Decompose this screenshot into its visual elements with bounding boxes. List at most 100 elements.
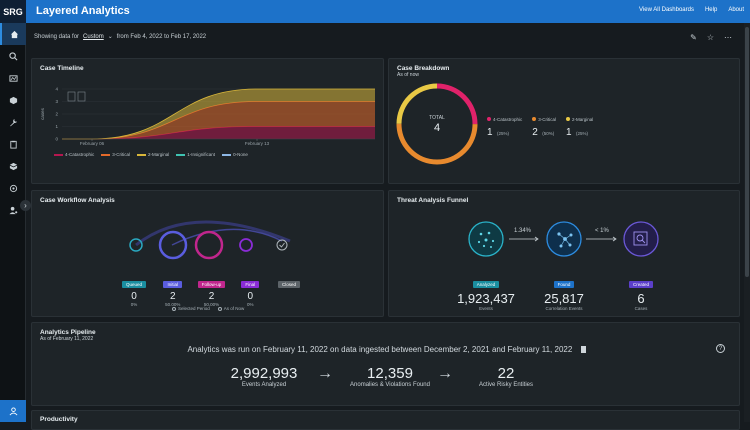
top-bar: SRG Layered Analytics View All Dashboard… <box>0 0 750 23</box>
workflow-stage-final[interactable]: Final 0 0% <box>235 273 265 307</box>
sidebar-item-users[interactable] <box>0 199 26 221</box>
more-options-icon[interactable]: ⋯ <box>724 33 732 42</box>
workflow-node-queued[interactable] <box>129 238 143 252</box>
x-tick-label: February 06 <box>80 141 105 146</box>
pipeline-step-entities: 22 Active Risky Entities <box>478 365 533 388</box>
scrollbar-thumb[interactable] <box>745 27 749 277</box>
breakdown-item-marginal[interactable]: 2-Marginal 1 (25%) <box>566 117 594 138</box>
filter-prefix: Showing data for <box>34 33 80 40</box>
sidebar <box>0 23 26 422</box>
panel-title: Case Timeline <box>40 65 84 72</box>
case-donut-chart <box>396 83 478 165</box>
area-series-2-marginal <box>62 89 375 139</box>
workflow-node-closed[interactable] <box>276 239 288 251</box>
legend-item-none[interactable]: 0-None <box>222 152 248 157</box>
y-tick-label: 4 <box>55 87 58 92</box>
sidebar-item-dashboards[interactable] <box>0 67 26 89</box>
page-scrollbar[interactable] <box>744 23 750 422</box>
panel-title: Threat Analysis Funnel <box>397 197 469 204</box>
panel-title: Case Breakdown <box>397 65 450 72</box>
help-link[interactable]: Help <box>704 7 718 13</box>
arrow-right-icon: → <box>317 365 333 382</box>
about-link[interactable]: About <box>728 7 744 13</box>
box-icon <box>9 162 17 170</box>
panel-title: Case Workflow Analysis <box>40 197 115 204</box>
cube-icon <box>9 96 17 104</box>
area-series-3-critical <box>62 101 375 139</box>
funnel-stage-found[interactable]: Found 25,817 Correlation Events <box>544 281 584 311</box>
workflow-stage-closed[interactable]: Closed <box>274 273 304 307</box>
timeline-legend: 4-Catastrophic 3-Critical 2-Marginal 1-I… <box>54 152 248 157</box>
funnel-stage-created[interactable]: Created 6 Cases <box>601 273 681 311</box>
sidebar-item-layers[interactable] <box>0 89 26 111</box>
view-all-dashboards-link[interactable]: View All Dashboards <box>639 7 694 13</box>
correlation-network-icon <box>557 232 573 248</box>
legend-item-catastrophic[interactable]: 4-Catastrophic <box>54 152 94 157</box>
help-icon[interactable]: ? <box>716 344 725 353</box>
legend-item-marginal[interactable]: 2-Marginal <box>137 152 169 157</box>
workflow-legend: Selected Period As of Now <box>172 306 244 311</box>
panel-subtitle: As of February 11, 2022 <box>40 336 94 342</box>
arrow-right-icon: → <box>437 365 453 382</box>
dashboard-actions: ✎ ☆ ⋯ <box>690 33 732 42</box>
sidebar-item-data[interactable] <box>0 155 26 177</box>
location-icon <box>9 184 17 192</box>
x-tick-label: February 13 <box>245 141 270 146</box>
donut-total-value: 4 <box>433 122 441 134</box>
expand-sidebar-button[interactable]: › <box>20 200 31 211</box>
sidebar-item-search[interactable] <box>0 45 26 67</box>
download-pdf-icon[interactable] <box>580 346 586 354</box>
y-tick-label: 1 <box>55 124 58 129</box>
period-dropdown[interactable]: Custom <box>83 33 104 40</box>
zoom-out-icon <box>77 91 86 102</box>
sidebar-user-profile[interactable] <box>0 400 26 422</box>
sidebar-item-location[interactable] <box>0 177 26 199</box>
workflow-stage-initial[interactable]: Initial 2 50.00% <box>163 281 182 307</box>
sidebar-item-reports[interactable] <box>0 133 26 155</box>
area-series-4-catastrophic <box>62 126 375 139</box>
workflow-node-followup[interactable] <box>194 230 224 260</box>
funnel-rate-1: 1.34% <box>514 228 532 234</box>
legend-item-insignificant[interactable]: 1-Insignificant <box>176 152 215 157</box>
case-breakdown-panel: Case Breakdown As of now TOTAL 4 4-Catas… <box>388 58 740 184</box>
legend-item-critical[interactable]: 3-Critical <box>101 152 130 157</box>
app-logo[interactable]: SRG <box>0 0 26 23</box>
breakdown-item-catastrophic[interactable]: 4-Catastrophic 1 (25%) <box>487 117 523 138</box>
donut-segment-marginal[interactable] <box>396 83 478 165</box>
case-workflow-panel: Case Workflow Analysis Queued 0 0% Initi… <box>31 190 384 317</box>
created-node[interactable] <box>623 221 659 257</box>
workflow-node-initial[interactable] <box>158 230 188 260</box>
breakdown-legend: 4-Catastrophic 1 (25%) 3-Critical 2 (50%… <box>487 117 593 140</box>
line-series-2-marginal <box>62 88 375 140</box>
dashboard-icon <box>8 74 18 82</box>
zoom-in-icon <box>67 91 76 102</box>
sidebar-item-home[interactable] <box>0 23 26 45</box>
workflow-node-final[interactable] <box>239 238 253 252</box>
legend-as-of-now[interactable]: As of Now <box>217 306 244 311</box>
legend-selected-period[interactable]: Selected Period <box>172 306 210 311</box>
donut-segment-critical[interactable] <box>396 83 478 165</box>
threat-funnel-panel: Threat Analysis Funnel 1.34% < 1% Analyz… <box>388 190 740 317</box>
home-icon <box>10 30 18 38</box>
workflow-stage-followup[interactable]: Follow-up 2 50.00% <box>197 273 227 307</box>
edit-icon[interactable]: ✎ <box>690 33 697 42</box>
panel-subtitle: As of now <box>397 72 419 78</box>
funnel-stage-analyzed[interactable]: Analyzed 1,923,437 Events <box>457 281 515 311</box>
top-links: View All Dashboards Help About <box>639 7 744 13</box>
y-tick-label: 0 <box>55 137 58 142</box>
app-title: Layered Analytics <box>36 5 130 17</box>
breakdown-item-critical[interactable]: 3-Critical 2 (50%) <box>532 117 557 138</box>
star-icon[interactable]: ☆ <box>706 33 714 42</box>
chevron-down-icon[interactable]: ⌄ <box>107 34 113 40</box>
productivity-panel: Productivity <box>31 410 740 430</box>
sidebar-item-tools[interactable] <box>0 111 26 133</box>
clipboard-icon <box>9 140 17 149</box>
user-settings-icon <box>8 206 17 214</box>
search-icon <box>8 51 17 60</box>
date-filter-bar: Showing data for Custom ⌄ from Feb 4, 20… <box>34 33 206 41</box>
case-search-icon <box>633 231 648 246</box>
wrench-icon <box>9 118 17 126</box>
y-tick-label: 2 <box>55 112 58 117</box>
check-icon <box>279 242 285 248</box>
workflow-stage-queued[interactable]: Queued 0 0% <box>119 273 149 307</box>
